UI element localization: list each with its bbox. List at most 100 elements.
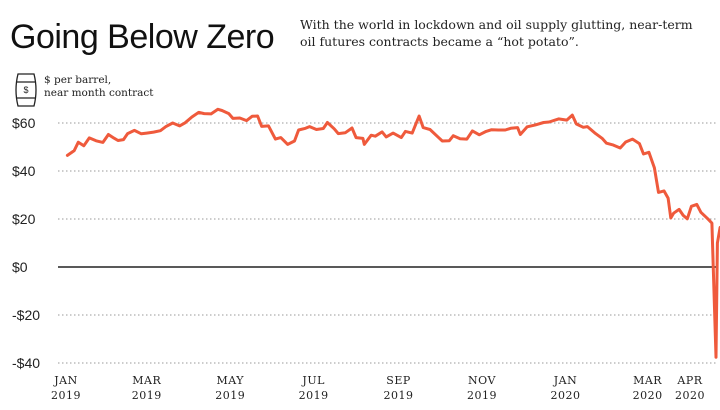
data-point <box>648 151 650 154</box>
data-point <box>308 125 311 128</box>
data-point <box>509 127 512 130</box>
data-point <box>315 128 318 131</box>
data-point <box>619 147 621 149</box>
data-point <box>404 130 407 133</box>
y-tick-label: $60 <box>12 115 36 131</box>
data-point <box>88 137 91 139</box>
y-axis-ticks: $60 $40 $20 $0 -$20 -$40 <box>12 115 40 371</box>
barrel-icon: $ <box>15 73 37 107</box>
data-point <box>686 218 689 220</box>
data-point <box>526 126 528 128</box>
data-point <box>165 125 167 128</box>
data-point <box>381 131 383 133</box>
x-axis-ticks: JAN 2019 MAR 2019 MAY 2019 JUL 2019 SEP 2019 NOV 20… <box>51 374 705 402</box>
y-tick-label: -$20 <box>12 307 40 323</box>
x-tick-month: SEP <box>386 374 411 387</box>
data-point <box>203 112 205 115</box>
data-point <box>452 134 455 137</box>
data-point <box>95 140 97 142</box>
data-point <box>239 117 241 119</box>
data-point <box>696 203 698 206</box>
x-tick-month: NOV <box>468 374 496 387</box>
data-point <box>448 140 451 142</box>
x-tick-year: 2019 <box>467 389 497 402</box>
data-point <box>437 136 440 138</box>
data-point <box>700 211 702 214</box>
data-point <box>441 140 444 142</box>
x-tick-year: 2020 <box>675 389 705 402</box>
x-tick-month: APR <box>676 374 702 387</box>
data-point <box>210 113 212 115</box>
data-point <box>355 136 357 139</box>
data-point <box>566 119 568 121</box>
data-point <box>145 132 148 134</box>
x-tick-year: 2019 <box>299 389 329 402</box>
data-point <box>260 125 263 128</box>
data-point <box>344 132 347 134</box>
data-point <box>504 129 507 131</box>
data-point <box>159 129 162 132</box>
data-point <box>374 135 377 137</box>
data-point <box>586 125 589 128</box>
data-point <box>478 134 481 136</box>
data-point <box>274 138 277 140</box>
data-point <box>471 130 474 132</box>
data-point <box>221 109 223 112</box>
data-point <box>429 128 431 131</box>
data-point <box>337 132 340 135</box>
data-point <box>715 356 717 359</box>
data-point <box>411 132 414 134</box>
units-line-1: $ per barrel, <box>44 74 112 86</box>
units-line-2: near month contract <box>44 87 154 99</box>
x-tick-month: MAR <box>633 374 662 387</box>
data-point <box>657 191 660 194</box>
data-point <box>256 115 259 117</box>
data-point <box>140 133 143 135</box>
data-point <box>251 115 253 118</box>
data-point <box>418 115 420 117</box>
price-series <box>65 107 720 359</box>
data-point <box>557 118 560 120</box>
data-point <box>516 126 519 129</box>
data-point <box>519 133 522 136</box>
data-point <box>497 129 500 131</box>
data-point <box>485 130 487 133</box>
x-tick-month: JUL <box>301 374 325 387</box>
x-tick-year: 2019 <box>51 389 81 402</box>
data-point <box>83 145 85 147</box>
data-point <box>663 190 665 192</box>
data-point <box>716 242 719 244</box>
y-tick-label: $40 <box>12 163 36 179</box>
price-line <box>65 107 720 359</box>
data-point <box>642 153 645 155</box>
data-point <box>232 117 234 120</box>
data-point <box>126 132 129 135</box>
data-point <box>612 144 615 146</box>
data-point <box>392 132 394 134</box>
x-tick-year: 2020 <box>633 389 663 402</box>
gridlines <box>58 122 718 364</box>
data-point <box>286 143 289 146</box>
units-label: $ per barrel, near month contract <box>44 74 154 100</box>
x-tick-month: MAR <box>132 374 161 387</box>
data-point <box>466 138 468 140</box>
data-point <box>152 131 155 133</box>
data-point <box>534 124 537 126</box>
data-point <box>267 125 270 127</box>
y-tick-label: $0 <box>12 259 28 275</box>
data-point <box>191 116 193 118</box>
data-point <box>385 136 388 138</box>
data-point <box>548 121 550 123</box>
data-point <box>73 149 75 152</box>
svg-text:$: $ <box>23 85 28 95</box>
data-point <box>197 111 200 114</box>
data-point <box>107 133 110 136</box>
data-point <box>542 121 545 124</box>
data-point <box>490 128 493 131</box>
data-point <box>351 127 353 129</box>
chart-title: Going Below Zero <box>10 18 275 56</box>
data-point <box>711 222 713 224</box>
data-point <box>363 143 366 146</box>
data-point <box>297 129 300 131</box>
